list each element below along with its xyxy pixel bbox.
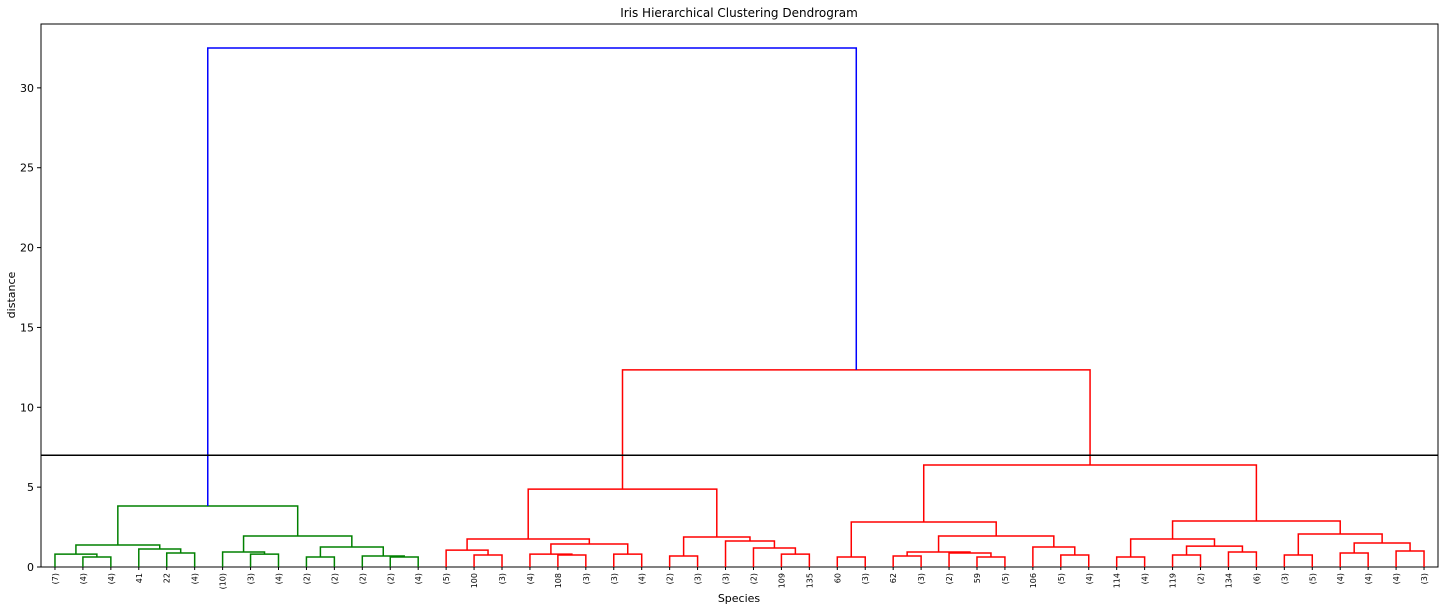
link — [527, 488, 718, 540]
leaf-label: (2) — [302, 573, 311, 584]
link — [54, 553, 98, 567]
leaf-label: (2) — [358, 573, 367, 584]
leaf-label: 60 — [833, 573, 842, 583]
y-tick-label: 20 — [20, 242, 34, 255]
leaf-label: (4) — [526, 573, 535, 584]
leaf-label: (2) — [1197, 573, 1206, 584]
leaf-label: (4) — [191, 573, 200, 584]
link — [976, 556, 1006, 567]
leaf-label: (3) — [1420, 573, 1429, 584]
leaf-label: (2) — [330, 573, 339, 584]
leaf-label: 62 — [889, 573, 898, 583]
y-tick-label: 30 — [20, 82, 34, 95]
link — [1115, 556, 1146, 567]
x-axis-label: Species — [718, 592, 761, 605]
link — [75, 544, 161, 555]
leaf-label: (5) — [1308, 573, 1317, 584]
leaf-label: (6) — [1252, 573, 1261, 584]
y-tick-label: 10 — [20, 401, 34, 414]
link — [1339, 552, 1369, 567]
link — [221, 551, 266, 567]
leaf-label: (3) — [917, 573, 926, 584]
leaf-label: (3) — [582, 573, 591, 584]
leaf-label: 106 — [1029, 573, 1038, 588]
leaf-label: (2) — [666, 573, 675, 584]
leaf-label: 114 — [1113, 573, 1122, 588]
leaf-label: (3) — [247, 573, 256, 584]
link — [82, 556, 112, 567]
leaf-label: 59 — [973, 573, 982, 583]
leaf-label: (4) — [1392, 573, 1401, 584]
leaf-label: (4) — [1141, 573, 1150, 584]
leaf-label: 41 — [135, 573, 144, 583]
link — [613, 553, 643, 567]
leaf-label: 119 — [1169, 573, 1178, 588]
y-tick-label: 0 — [27, 561, 34, 574]
y-tick-label: 15 — [20, 321, 34, 334]
link — [850, 521, 997, 557]
link — [906, 551, 971, 556]
leaf-label: (3) — [1280, 573, 1289, 584]
y-axis-label: distance — [5, 271, 18, 318]
link — [1185, 545, 1244, 556]
leaf-label: (3) — [498, 573, 507, 584]
link — [836, 556, 866, 567]
link — [207, 47, 858, 506]
chart-title: Iris Hierarchical Clustering Dendrogram — [620, 6, 858, 20]
link — [1227, 551, 1258, 567]
link — [948, 552, 992, 567]
leaf-label: (4) — [1336, 573, 1345, 584]
link — [1171, 520, 1341, 540]
leaf-label: (4) — [274, 573, 283, 584]
y-tick-label: 5 — [27, 481, 34, 494]
link — [922, 464, 1258, 522]
link — [1032, 546, 1076, 567]
leaf-label: (5) — [442, 573, 451, 584]
leaf-label: (4) — [79, 573, 88, 584]
leaf-label: 100 — [470, 573, 479, 588]
link — [780, 553, 811, 567]
link — [319, 546, 385, 557]
link — [165, 552, 196, 567]
leaf-label: (3) — [694, 573, 703, 584]
link — [389, 556, 419, 567]
link — [621, 369, 1091, 490]
leaf-label: 134 — [1224, 573, 1233, 588]
leaf-label: (4) — [414, 573, 423, 584]
link — [724, 540, 776, 567]
link — [249, 553, 280, 567]
plot-frame — [40, 23, 1439, 568]
link — [305, 556, 336, 567]
leaf-label: (3) — [861, 573, 870, 584]
leaf-label: (2) — [386, 573, 395, 584]
link — [529, 553, 573, 567]
y-tick-label: 25 — [20, 162, 34, 175]
leaf-label: (3) — [610, 573, 619, 584]
leaf-label: (7) — [51, 573, 60, 584]
leaf-label: (4) — [107, 573, 116, 584]
leaf-label: (2) — [945, 573, 954, 584]
leaf-label: (5) — [1001, 573, 1010, 584]
leaf-label: (5) — [1057, 573, 1066, 584]
leaf-label: (2) — [749, 573, 758, 584]
leaf-label: (4) — [638, 573, 647, 584]
link — [1297, 533, 1383, 556]
leaf-label: (10) — [219, 573, 228, 589]
leaf-label: (3) — [722, 573, 731, 584]
leaf-label: (4) — [1364, 573, 1373, 584]
leaf-label: 108 — [554, 573, 563, 588]
leaf-label: (4) — [1085, 573, 1094, 584]
leaf-label: 109 — [777, 573, 786, 588]
leaf-label: 135 — [805, 573, 814, 588]
leaf-label: 22 — [163, 573, 172, 583]
